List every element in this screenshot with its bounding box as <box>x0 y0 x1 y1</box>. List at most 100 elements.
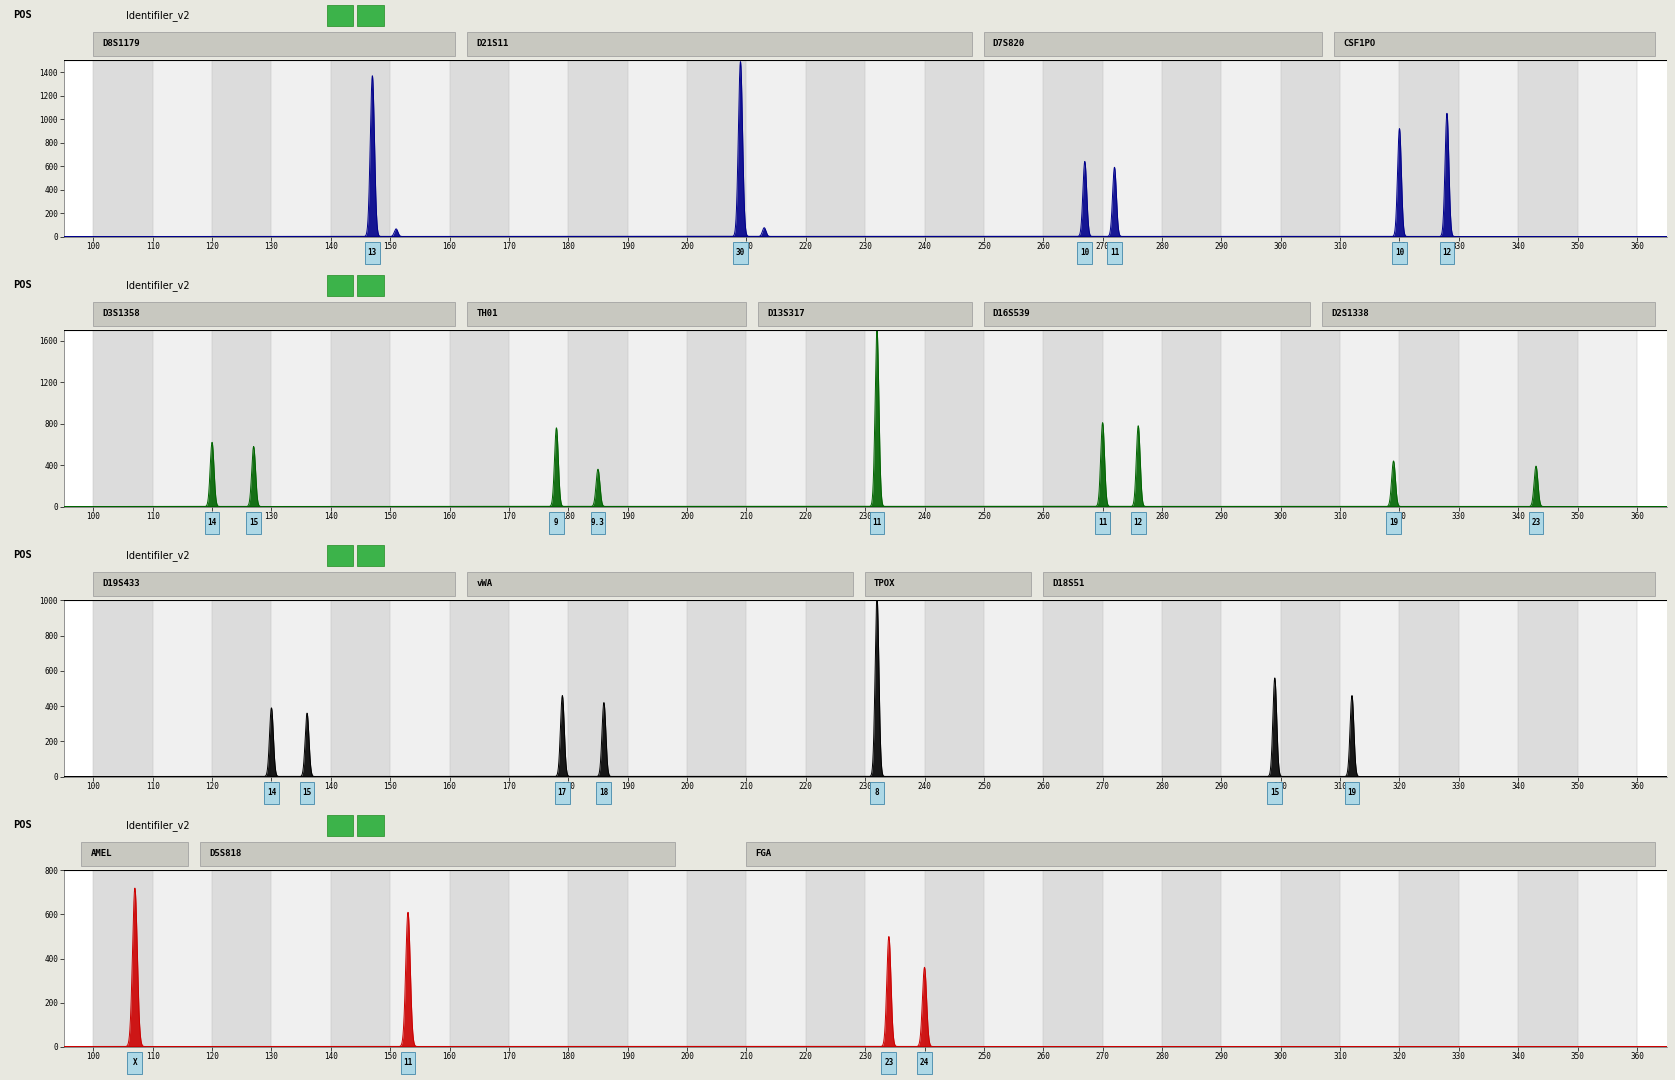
Bar <box>509 600 568 777</box>
Bar <box>390 60 449 237</box>
Bar <box>1578 330 1636 507</box>
Bar <box>1162 60 1221 237</box>
Bar <box>1459 330 1518 507</box>
Bar <box>467 301 747 326</box>
Bar <box>866 571 1032 596</box>
Bar <box>1044 330 1102 507</box>
Bar <box>881 1052 896 1074</box>
Bar <box>983 330 1044 507</box>
Bar <box>449 870 509 1047</box>
Bar <box>1459 60 1518 237</box>
Bar <box>1281 60 1340 237</box>
Bar <box>925 600 983 777</box>
Bar <box>152 330 213 507</box>
Bar <box>94 301 456 326</box>
Text: TH01: TH01 <box>476 309 497 319</box>
Bar <box>390 330 449 507</box>
Bar <box>628 870 687 1047</box>
Text: Identifiler_v2: Identifiler_v2 <box>126 820 189 831</box>
Bar <box>509 870 568 1047</box>
Bar <box>357 4 384 26</box>
Bar <box>1399 870 1459 1047</box>
Bar <box>1221 330 1281 507</box>
Bar <box>213 870 271 1047</box>
Text: X: X <box>132 1058 137 1067</box>
Bar <box>747 60 806 237</box>
Bar <box>1518 330 1578 507</box>
Bar <box>925 330 983 507</box>
Bar <box>1340 600 1400 777</box>
Text: Identifiler_v2: Identifiler_v2 <box>126 280 189 291</box>
Bar <box>866 60 925 237</box>
Text: 11: 11 <box>1099 518 1107 527</box>
Text: D21S11: D21S11 <box>476 39 509 49</box>
Text: D16S539: D16S539 <box>993 309 1030 319</box>
Bar <box>1340 60 1400 237</box>
Bar <box>327 274 353 296</box>
Bar <box>509 330 568 507</box>
Text: POS: POS <box>13 10 32 21</box>
Bar <box>327 544 353 566</box>
Bar <box>94 571 456 596</box>
Bar <box>327 4 353 26</box>
Bar <box>591 512 605 534</box>
Bar <box>1221 60 1281 237</box>
Bar <box>332 870 390 1047</box>
Bar <box>1281 870 1340 1047</box>
Text: 15: 15 <box>250 518 258 527</box>
Bar <box>1439 242 1454 264</box>
Text: 12: 12 <box>1134 518 1142 527</box>
Bar <box>983 600 1044 777</box>
Bar <box>1162 330 1221 507</box>
Text: 30: 30 <box>735 248 745 257</box>
Text: D5S818: D5S818 <box>209 849 241 859</box>
Text: 19: 19 <box>1389 518 1399 527</box>
Bar <box>271 60 332 237</box>
Bar <box>1399 330 1459 507</box>
Bar <box>568 600 628 777</box>
Text: D8S1179: D8S1179 <box>102 39 141 49</box>
Bar <box>983 60 1044 237</box>
Bar <box>628 330 687 507</box>
Bar <box>327 814 353 836</box>
Bar <box>1221 600 1281 777</box>
Bar <box>806 600 864 777</box>
Bar <box>1102 870 1162 1047</box>
Bar <box>1102 600 1162 777</box>
Bar <box>983 870 1044 1047</box>
Bar <box>390 870 449 1047</box>
Text: CSF1PO: CSF1PO <box>1343 39 1375 49</box>
Bar <box>213 60 271 237</box>
Bar <box>271 330 332 507</box>
Bar <box>628 600 687 777</box>
Bar <box>213 600 271 777</box>
Text: AMEL: AMEL <box>90 849 112 859</box>
Bar <box>1077 242 1092 264</box>
Text: D19S433: D19S433 <box>102 579 141 589</box>
Bar <box>983 301 1310 326</box>
Bar <box>94 600 152 777</box>
Bar <box>82 841 188 866</box>
Text: POS: POS <box>13 280 32 291</box>
Text: 13: 13 <box>368 248 377 257</box>
Text: 14: 14 <box>266 788 276 797</box>
Text: TPOX: TPOX <box>874 579 896 589</box>
Bar <box>390 600 449 777</box>
Bar <box>1578 870 1636 1047</box>
Bar <box>866 600 925 777</box>
Bar <box>568 60 628 237</box>
Bar <box>1518 60 1578 237</box>
Bar <box>1281 330 1340 507</box>
Bar <box>400 1052 415 1074</box>
Bar <box>300 782 315 804</box>
Bar <box>332 330 390 507</box>
Text: POS: POS <box>13 550 32 561</box>
Bar <box>687 330 747 507</box>
Bar <box>1102 60 1162 237</box>
Bar <box>213 330 271 507</box>
Bar <box>127 1052 142 1074</box>
Bar <box>747 841 1655 866</box>
Text: 9.3: 9.3 <box>591 518 605 527</box>
Bar <box>1345 782 1360 804</box>
Text: 14: 14 <box>208 518 216 527</box>
